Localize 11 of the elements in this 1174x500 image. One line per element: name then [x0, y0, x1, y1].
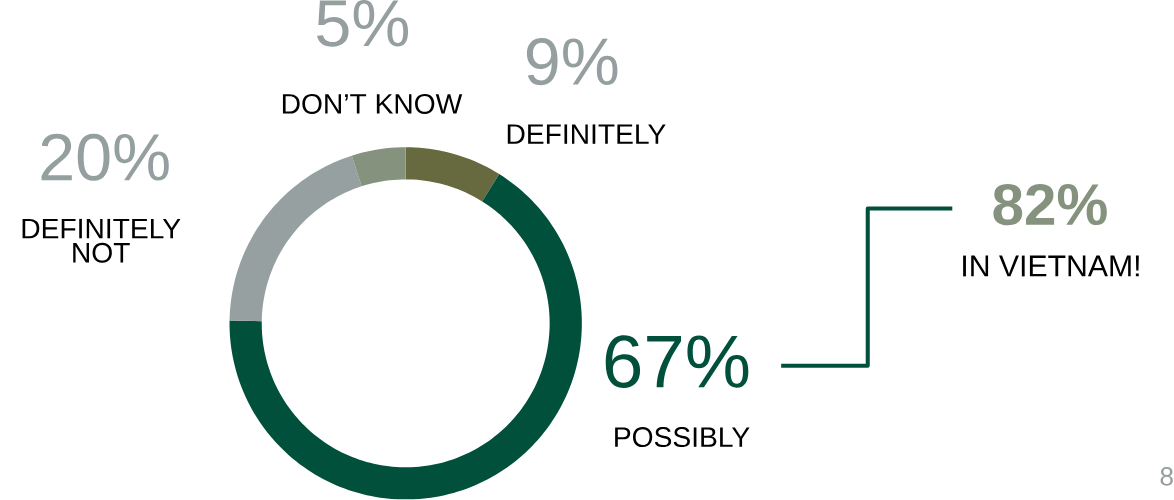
data-label: 9%: [526, 38, 618, 86]
slice-label: POSSIBLY: [615, 427, 750, 448]
text: 8: [1160, 467, 1173, 486]
slice-label: DEFINITELY: [507, 124, 666, 145]
text: 82%: [993, 184, 1107, 226]
text: IN VIETNAM!: [963, 255, 1139, 277]
data-label: 5%: [317, 0, 409, 47]
slice-label: DON’T KNOW: [282, 94, 463, 115]
slice-label: DEFINITELY NOT: [22, 219, 181, 263]
data-label: 20%: [41, 133, 169, 182]
data-label: 67%: [605, 335, 749, 389]
